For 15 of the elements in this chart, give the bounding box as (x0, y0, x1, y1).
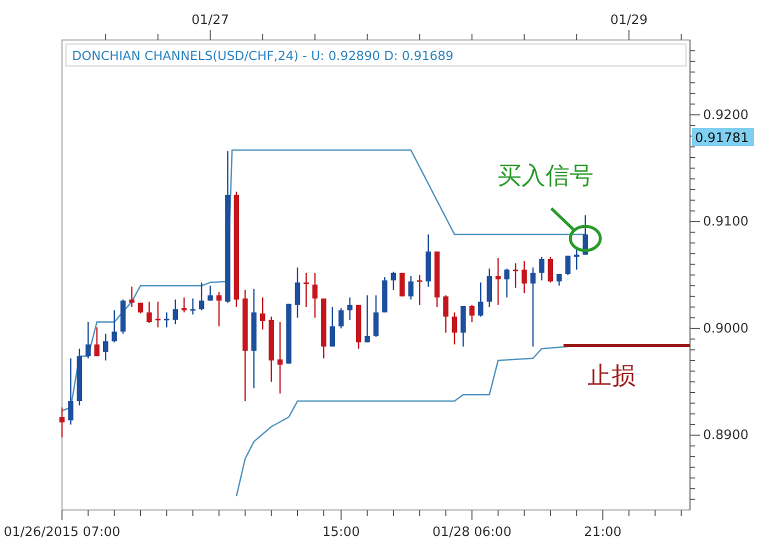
y-tick-label: 0.9200 (703, 108, 748, 123)
x2-tick-label: 01/29 (610, 13, 648, 28)
x-tick-label: 21:00 (584, 525, 622, 540)
line-series (236, 346, 569, 497)
price-badge: 0.91781 (692, 128, 754, 146)
x-tick-label: 01/28 06:00 (432, 525, 512, 540)
annotation: 止损 (588, 362, 636, 390)
y-tick-label: 0.8900 (703, 428, 748, 444)
x-tick-label: 15:00 (322, 525, 360, 540)
annotation: 买入信号 (497, 161, 594, 190)
y-tick-label: 0.9100 (703, 214, 748, 230)
x2-tick-label: 01/27 (192, 13, 230, 28)
y-tick-label: 0.9000 (703, 321, 748, 336)
title: DONCHIAN CHANNELS(USD/CHF,24) - U: 0.92890 D: 0.91689 (66, 44, 686, 66)
x-tick-label: 01/26/2015 07:00 (4, 525, 120, 540)
